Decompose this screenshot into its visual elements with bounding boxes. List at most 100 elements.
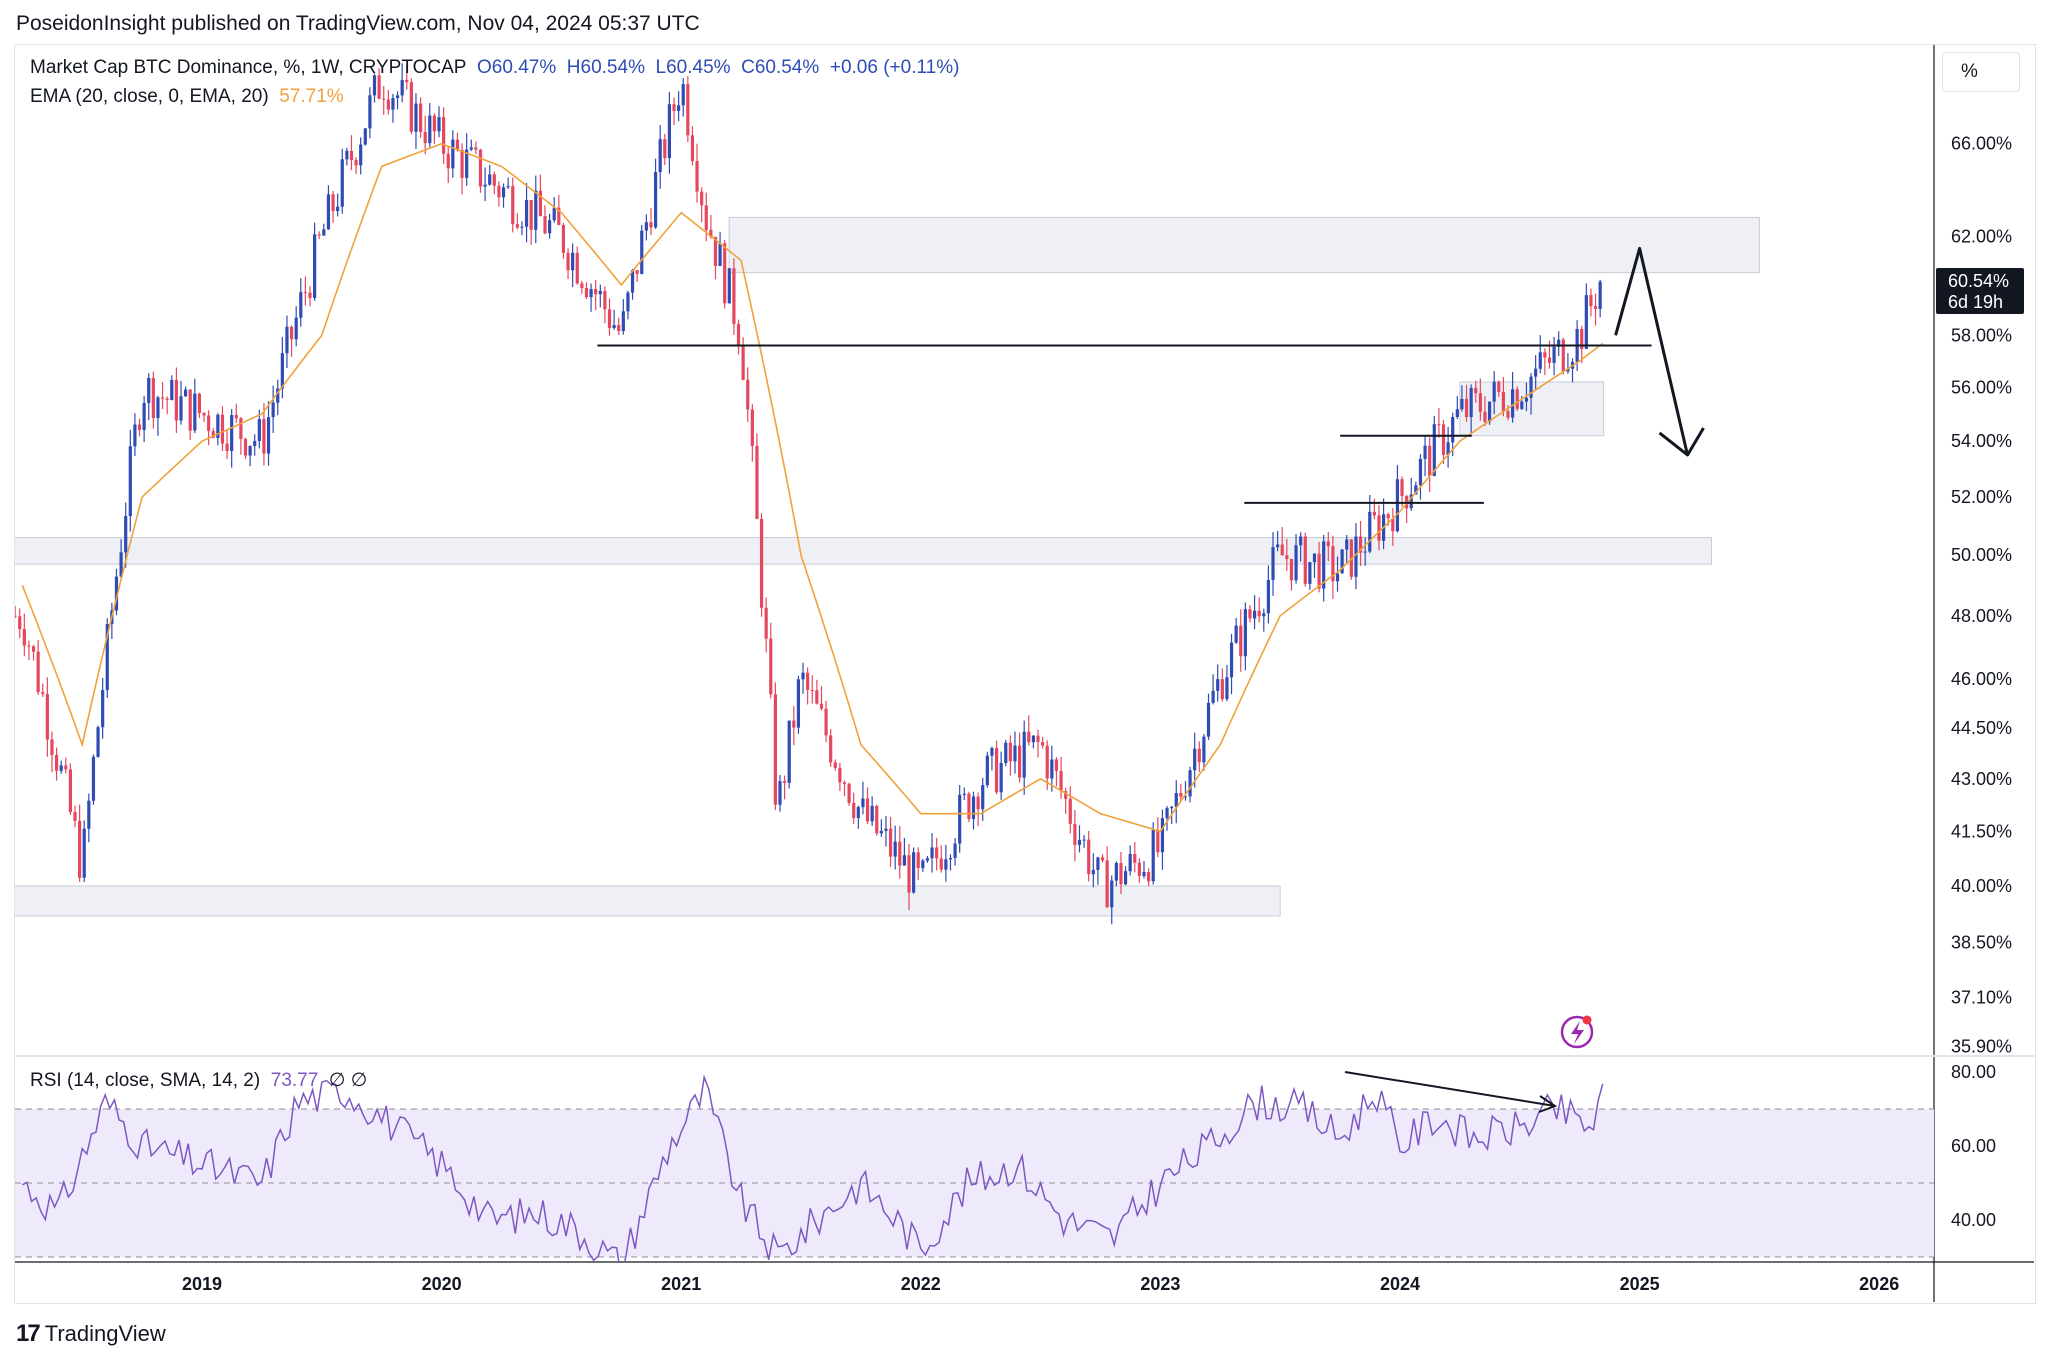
candle-body bbox=[1561, 339, 1565, 372]
time-tick-label: 2021 bbox=[661, 1274, 701, 1294]
candle-body bbox=[939, 858, 943, 870]
candle-body bbox=[552, 207, 556, 221]
candle-body bbox=[1243, 609, 1247, 657]
candle-body bbox=[1151, 830, 1155, 882]
candle-body bbox=[1262, 613, 1266, 617]
candle-body bbox=[1216, 679, 1220, 691]
candle-body bbox=[1552, 346, 1556, 363]
candle-body bbox=[557, 207, 561, 225]
candle-body bbox=[1524, 397, 1529, 402]
candle-body bbox=[1335, 573, 1340, 582]
candle-body bbox=[1377, 515, 1381, 541]
candle-body bbox=[1593, 306, 1598, 310]
candle-body bbox=[400, 80, 404, 96]
candle-body bbox=[893, 841, 897, 857]
candle-body bbox=[18, 616, 22, 630]
candle-body bbox=[488, 174, 492, 185]
candle-body bbox=[649, 222, 653, 228]
candle-body bbox=[432, 115, 437, 132]
candle-body bbox=[165, 398, 169, 400]
candle-body bbox=[354, 160, 358, 166]
candle-body bbox=[1299, 536, 1303, 546]
candle-body bbox=[1133, 853, 1137, 863]
candle-body bbox=[1506, 411, 1510, 418]
candle-body bbox=[465, 149, 469, 178]
candle-body bbox=[663, 139, 667, 159]
candle-body bbox=[584, 288, 589, 298]
candle-body bbox=[331, 194, 335, 212]
candle-body bbox=[617, 325, 621, 332]
candle-body bbox=[861, 798, 865, 808]
candle-body bbox=[709, 229, 713, 237]
candle-body bbox=[1082, 839, 1086, 841]
percent-scale-button[interactable]: % bbox=[1942, 52, 2020, 92]
candle-body bbox=[257, 419, 261, 442]
candle-body bbox=[603, 290, 607, 310]
candle-body bbox=[239, 418, 243, 439]
candle-body bbox=[833, 762, 837, 768]
candle-body bbox=[183, 389, 188, 397]
candle-body bbox=[852, 802, 856, 819]
candle-body bbox=[368, 95, 372, 129]
ema-legend-value: 57.71% bbox=[279, 86, 344, 107]
candle-body bbox=[1409, 494, 1413, 509]
candle-body bbox=[276, 388, 280, 403]
ema-layer bbox=[21, 142, 1604, 833]
candle-body bbox=[1455, 409, 1459, 417]
candle-body bbox=[1142, 872, 1146, 876]
candle-body bbox=[875, 805, 879, 834]
candle-body bbox=[1312, 553, 1317, 563]
candle-body bbox=[170, 380, 174, 400]
candle-body bbox=[1160, 818, 1165, 853]
projection-path bbox=[1614, 246, 1689, 456]
candle-body bbox=[1054, 759, 1059, 771]
candle-body bbox=[119, 552, 123, 577]
candle-body bbox=[64, 765, 68, 770]
candle-body bbox=[137, 424, 142, 430]
candle-body bbox=[428, 115, 432, 144]
candle-body bbox=[930, 847, 934, 859]
candle-body bbox=[156, 397, 160, 419]
candle-body bbox=[548, 220, 552, 234]
rsi-tick-label: 80.00 bbox=[1951, 1062, 1996, 1082]
candle-body bbox=[594, 289, 598, 295]
candle-body bbox=[824, 708, 828, 736]
tradingview-logo-mark: 17 bbox=[16, 1320, 41, 1347]
candle-body bbox=[363, 128, 367, 145]
candle-body bbox=[1386, 514, 1390, 519]
time-tick-label: 2019 bbox=[182, 1274, 222, 1294]
candle-body bbox=[230, 415, 234, 452]
candle-body bbox=[1285, 555, 1289, 559]
main-legend: Market Cap BTC Dominance, %, 1W, CRYPTOC… bbox=[30, 57, 959, 79]
candle-body bbox=[658, 139, 662, 173]
candle-body bbox=[626, 292, 630, 312]
candle-body bbox=[1068, 798, 1072, 824]
lightning-icon[interactable] bbox=[1560, 1015, 1594, 1049]
candle-body bbox=[492, 174, 496, 186]
candle-body bbox=[174, 380, 178, 421]
candle-body bbox=[289, 326, 294, 340]
candle-body bbox=[1303, 536, 1307, 584]
tradingview-logo[interactable]: 17 TradingView bbox=[16, 1320, 166, 1348]
candle-body bbox=[1317, 553, 1321, 589]
candle-body bbox=[515, 224, 519, 228]
candle-body bbox=[1073, 823, 1077, 845]
time-tick-label: 2024 bbox=[1380, 1274, 1420, 1294]
candle-body bbox=[1041, 742, 1045, 746]
candle-body bbox=[1252, 610, 1257, 619]
candle-body bbox=[1087, 839, 1091, 875]
candle-body bbox=[902, 855, 906, 866]
candle-body bbox=[985, 755, 989, 786]
rsi-legend: RSI (14, close, SMA, 14, 2) 73.77 ∅ ∅ bbox=[30, 1069, 367, 1092]
price-zone bbox=[15, 537, 1712, 565]
candle-body bbox=[1045, 745, 1049, 779]
candle-body bbox=[128, 446, 132, 517]
legend-high: H60.54% bbox=[566, 57, 645, 78]
candle-body bbox=[672, 104, 676, 111]
candle-body bbox=[815, 690, 819, 704]
candle-body bbox=[1165, 808, 1169, 819]
candle-body bbox=[68, 769, 73, 813]
ema-legend-label: EMA (20, close, 0, EMA, 20) bbox=[30, 86, 269, 107]
candle-body bbox=[1276, 544, 1280, 548]
